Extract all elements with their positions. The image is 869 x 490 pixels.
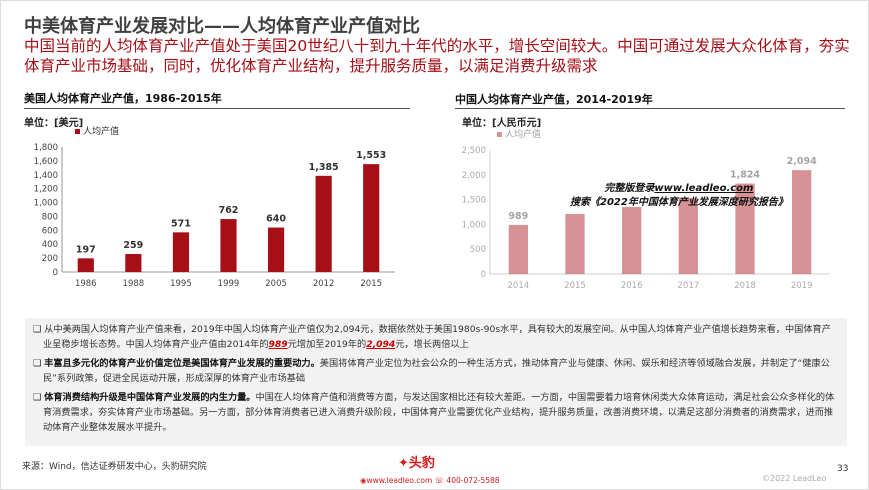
data-label: 762 [219,205,239,216]
x-tick-label: 1986 [75,279,97,289]
bullet-3: ❑ 体育消费结构升级是中国体育产业发展的内生力量。中国在人均体育产值和消费等方面… [33,392,835,433]
data-label: 197 [76,244,96,255]
data-label: 1,824 [730,170,760,181]
bar [735,183,755,274]
y-tick-label: 1,500 [462,196,486,206]
bar [622,207,642,274]
bar [678,198,698,274]
y-tick-label: 1,800 [34,143,58,153]
bullet-1: ❑ 从中美两国人均体育产业产值来看，2019年中国人均体育产业产值仅为2,094… [33,324,831,350]
page-title: 中美体育产业发展对比——人均体育产业产值对比 [24,16,420,37]
y-tick-label: 0 [481,270,486,280]
legend-swatch [497,132,502,137]
charts-svg: 人均产值 0 200 400 600 800 1,000 1,200 1,400 1,600 1,8… [34,125,830,291]
x-tick-label: 1999 [218,279,240,289]
cn-chart-unit: 单位：[人民币元] [462,118,542,129]
y-tick-label: 400 [42,240,58,250]
bar [792,170,812,274]
legend-swatch [75,129,80,134]
y-tick-label: 2,000 [462,171,486,181]
source-note: 来源：Wind，信达证券研发中心，头豹研究院 [22,462,207,472]
bar [508,224,528,274]
bar [172,232,190,272]
bar [125,254,142,272]
legend-label: 人均产值 [83,125,119,137]
x-tick-label: 2015 [564,281,586,291]
legend-label: 人均产值 [505,128,541,140]
bar [315,175,332,272]
data-label: 1,385 [309,162,339,173]
x-tick-label: 2019 [791,281,813,291]
page-number: 33 [837,464,849,474]
data-label: 640 [266,214,286,225]
x-tick-label: 2014 [508,281,530,291]
y-tick-label: 1,000 [34,199,58,209]
website-link[interactable]: www.leadleo.com [366,476,433,485]
x-tick-label: 2018 [734,281,756,291]
divider [24,108,410,109]
us-chart-title: 美国人均体育产业产值，1986-2015年 [24,92,222,105]
cn-chart-title: 中国人均体育产业产值，2014-2019年 [455,93,653,106]
y-tick-label: 500 [470,245,486,255]
y-tick-label: 0 [53,268,58,278]
x-tick-label: 1988 [123,279,145,289]
bar [363,164,380,272]
copyright: ©2022 LeadLeo [762,474,827,483]
bar [565,213,585,274]
watermark: 完整版登录www.leadleo.com 搜索《2022年中国体育产业发展深度研… [570,183,788,208]
data-label: 1,553 [356,150,386,161]
divider [455,108,845,109]
data-label: 989 [508,211,528,222]
bullet-2: ❑ 丰富且多元化的体育产业价值定位是美国体育产业发展的重要动力。美国将体育产业定… [33,358,830,384]
x-tick-label: 2012 [313,279,335,289]
x-tick-label: 2015 [360,279,382,289]
data-label: 259 [123,240,143,251]
y-tick-label: 1,200 [34,185,58,195]
x-tick-label: 2017 [678,281,700,291]
data-label: 571 [171,218,191,229]
y-tick-label: 1,600 [34,157,58,167]
bar [77,258,94,272]
y-tick-label: 2,500 [462,146,486,156]
contact-info: ◉www.leadleo.com ☏ 400-072-5588 [360,476,500,485]
data-label: 2,094 [787,156,817,167]
x-tick-label: 1995 [170,279,192,289]
y-tick-label: 200 [42,254,58,264]
us-chart-unit: 单位：[美元] [24,118,84,129]
y-tick-label: 600 [42,226,58,236]
bullet-box: ❑ 从中美两国人均体育产业产值来看，2019年中国人均体育产业产值仅为2,094… [25,318,847,446]
bar [220,219,237,272]
leadleo-logo: ✦头豹 [398,456,435,471]
y-tick-label: 1,400 [34,171,58,181]
y-tick-label: 800 [42,212,58,222]
x-tick-label: 2016 [621,281,643,291]
bar [267,227,285,272]
page-subtitle: 中国当前的人均体育产业产值处于美国20世纪八十到九十年代的水平，增长空间较大。中… [24,37,850,75]
x-tick-label: 2005 [265,279,287,289]
y-tick-label: 1,000 [462,220,486,230]
